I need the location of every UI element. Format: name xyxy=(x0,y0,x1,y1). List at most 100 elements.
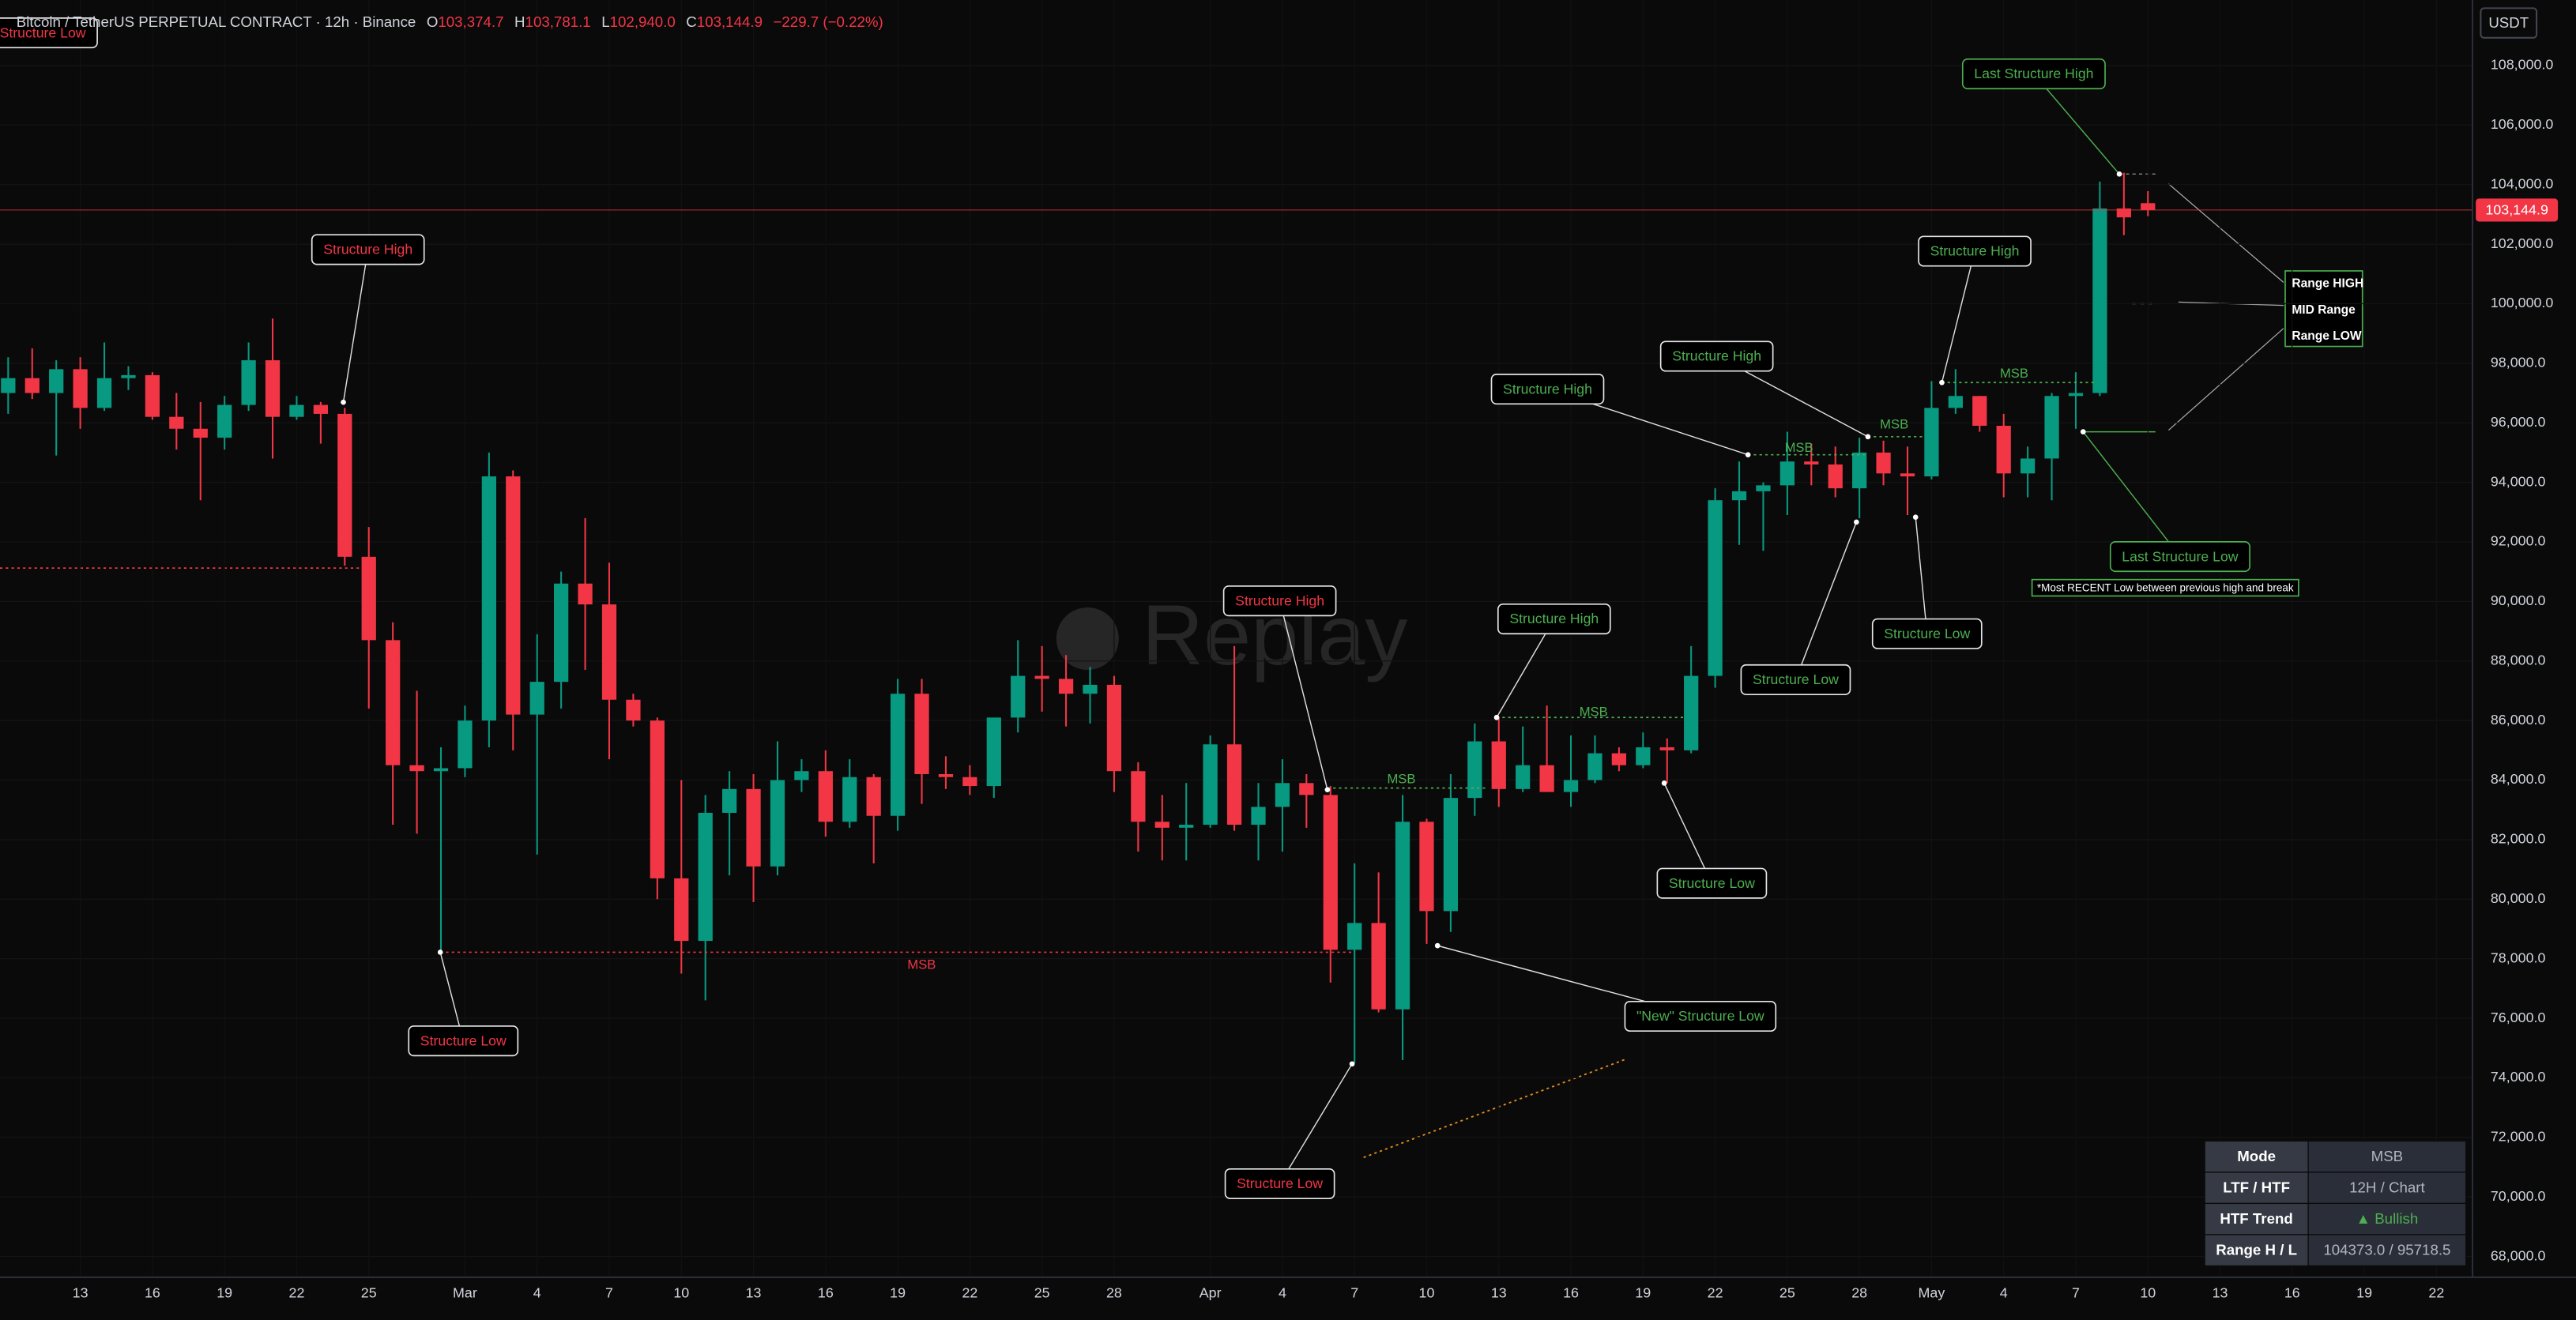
header: Bitcoin / TetherUS PERPETUAL CONTRACT · … xyxy=(17,13,883,30)
x-tick-label: 19 xyxy=(217,1284,232,1300)
pointer xyxy=(342,249,369,403)
candle-body xyxy=(1876,452,1891,474)
candle-body xyxy=(1708,500,1723,676)
last-price-badge xyxy=(2476,198,2559,222)
candle-body xyxy=(265,360,281,417)
x-tick-label: 10 xyxy=(2140,1284,2156,1300)
x-tick-label: 13 xyxy=(2213,1284,2228,1300)
x-tick-label: 10 xyxy=(1419,1284,1435,1300)
y-tick-label: 72,000.0 xyxy=(2491,1129,2546,1145)
y-tick-label: 82,000.0 xyxy=(2491,831,2546,847)
value: 103,144.9 xyxy=(697,13,763,30)
candle-body xyxy=(1251,807,1266,825)
candle-body xyxy=(1779,461,1795,486)
key: C xyxy=(686,13,697,30)
value: 102,940.0 xyxy=(610,13,676,30)
candle-body xyxy=(2092,208,2107,393)
x-tick-label: 22 xyxy=(1708,1284,1723,1300)
candle-body xyxy=(1299,783,1314,795)
candle-body xyxy=(890,694,906,816)
candle-body xyxy=(1058,679,1074,694)
range-label: Range HIGH xyxy=(2292,277,2363,291)
candle-body xyxy=(1900,473,1915,477)
table-value-cell xyxy=(2307,1140,2467,1173)
x-tick-label: 4 xyxy=(533,1284,541,1300)
candle-body xyxy=(794,771,809,780)
candle-body xyxy=(1972,396,1987,426)
annotation-box xyxy=(311,234,425,265)
pivot-dot xyxy=(1349,1061,1355,1067)
candle-body xyxy=(962,777,977,787)
candle-body xyxy=(1924,408,1939,477)
annotation-box xyxy=(1222,585,1337,617)
candle-body xyxy=(1371,923,1386,1010)
candle-body xyxy=(1419,822,1434,912)
candle-body xyxy=(1491,741,1506,789)
x-tick-label: 22 xyxy=(2428,1284,2444,1300)
range-label: MID Range xyxy=(2292,303,2356,317)
x-tick-label: 7 xyxy=(1350,1284,1358,1300)
x-tick-label: 22 xyxy=(289,1284,305,1300)
candle-body xyxy=(386,640,401,765)
x-tick-label: 7 xyxy=(2072,1284,2080,1300)
candle-body xyxy=(1347,923,1362,950)
x-tick-label: 13 xyxy=(1491,1284,1507,1300)
annotation-box xyxy=(1740,664,1851,695)
x-tick-label: 16 xyxy=(1563,1284,1579,1300)
candle-body xyxy=(1275,783,1290,807)
candle-body xyxy=(1,378,16,393)
candle-body xyxy=(818,771,833,822)
pivot-dot xyxy=(1854,519,1859,525)
axes: 68,000.0 70,000.0 72,000.0 74,000.0 76,000.0… xyxy=(73,57,2554,1301)
annotation-box xyxy=(1659,340,1774,372)
candle-body xyxy=(241,360,256,405)
x-tick-label: 16 xyxy=(818,1284,834,1300)
plot: MSB MSB MSB MSB MSB MSB Structure Low Structure… xyxy=(0,17,2473,1200)
table-key: Mode xyxy=(2237,1148,2276,1164)
candle-body xyxy=(2068,393,2084,397)
y-tick-label: 68,000.0 xyxy=(2491,1247,2546,1263)
last-price-label: 103,144.9 xyxy=(2485,202,2548,218)
candle-body xyxy=(601,604,617,700)
table-key: Range H / L xyxy=(2216,1242,2297,1258)
y-tick-label: 104,000.0 xyxy=(2491,175,2554,191)
pivot-dot xyxy=(1661,780,1667,786)
candle-body xyxy=(1179,825,1194,828)
x-tick-label: 4 xyxy=(2000,1284,2008,1300)
table-value: MSB xyxy=(2371,1148,2404,1164)
candle-body xyxy=(145,374,160,417)
x-tick-label: 25 xyxy=(1779,1284,1795,1300)
range-label: Range LOW xyxy=(2292,329,2362,343)
candle-body xyxy=(1852,452,1867,489)
msb-label: MSB xyxy=(907,957,936,972)
annotation-box xyxy=(1961,58,2106,90)
candle-body xyxy=(1804,461,1819,464)
annotation-box xyxy=(2109,541,2250,573)
candle-body xyxy=(746,788,761,867)
candle-body xyxy=(2141,203,2156,210)
candle-body xyxy=(1226,744,1242,825)
x-tick-label: 22 xyxy=(962,1284,977,1300)
y-tick-label: 78,000.0 xyxy=(2491,950,2546,965)
candle-body xyxy=(529,682,544,715)
candle-body xyxy=(866,777,881,816)
symbol: Bitcoin / TetherUS PERPETUAL CONTRACT · … xyxy=(17,13,416,30)
candle-body xyxy=(578,583,593,605)
table-key: HTF Trend xyxy=(2220,1210,2292,1227)
candle-body xyxy=(481,476,496,721)
y-tick-label: 100,000.0 xyxy=(2491,295,2554,310)
y-tick-label: 92,000.0 xyxy=(2491,533,2546,549)
x-tick-label: 25 xyxy=(361,1284,377,1300)
candle-body xyxy=(1756,485,1771,491)
candle-body xyxy=(1563,780,1579,792)
msb-label: MSB xyxy=(1880,417,1908,432)
candle-body xyxy=(1516,765,1531,789)
range-box xyxy=(2284,270,2363,348)
arrow xyxy=(1363,1058,1627,1159)
candle-body xyxy=(2116,208,2131,218)
watermark-icon xyxy=(1056,607,1119,670)
candle-body xyxy=(337,413,352,557)
table-key-cell xyxy=(2204,1234,2309,1267)
y-tick-label: 96,000.0 xyxy=(2491,414,2546,430)
